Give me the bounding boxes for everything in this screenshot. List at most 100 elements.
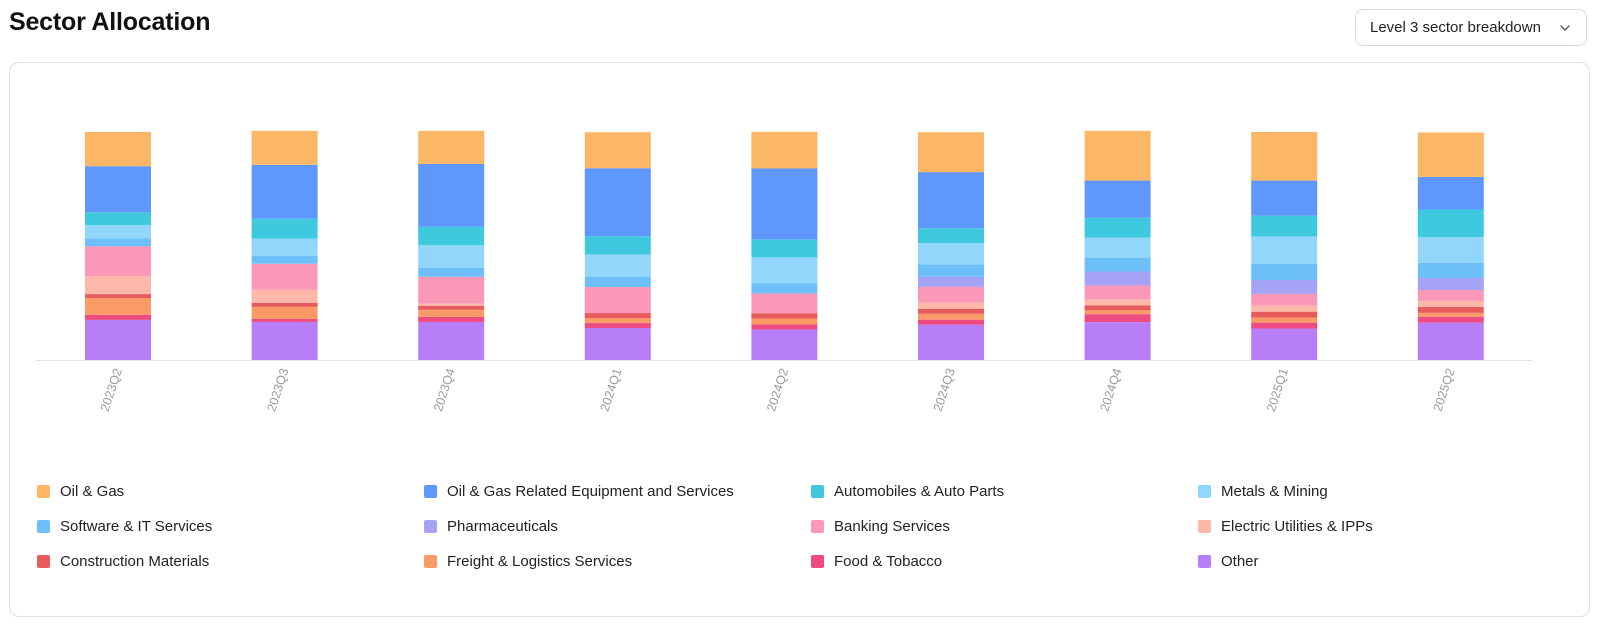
bar-segment-construction-materials-2025Q2[interactable] [1417,306,1484,313]
bar-segment-automobiles-and-auto-parts-2023Q3[interactable] [251,218,318,239]
bar-segment-food-and-tobacco-2025Q1[interactable] [1251,322,1318,329]
bar-segment-software-and-it-services-2024Q3[interactable] [918,264,984,277]
bar-segment-other-2025Q1[interactable] [1251,328,1318,360]
bar-segment-pharmaceuticals-2025Q2[interactable] [1417,277,1484,291]
bar-segment-food-and-tobacco-2023Q2[interactable] [85,314,151,320]
bar-segment-electric-utilities-and-ipps-2024Q4[interactable] [1084,299,1151,306]
bar-segment-construction-materials-2024Q1[interactable] [584,313,651,319]
legend-item-software-and-it-services[interactable]: Software & IT Services [36,517,423,536]
legend-item-freight-and-logistics-services[interactable]: Freight & Logistics Services [423,552,810,571]
bar-segment-oil-and-gas-related-equipment-and-services-2024Q2[interactable] [751,168,818,240]
bar-segment-construction-materials-2023Q4[interactable] [418,305,485,310]
bar-segment-pharmaceuticals-2024Q3[interactable] [918,276,984,287]
bar-segment-freight-and-logistics-services-2024Q3[interactable] [918,313,984,320]
bar-segment-oil-and-gas-2023Q2[interactable] [85,132,151,167]
sector-level-dropdown[interactable]: Level 3 sector breakdown [1355,9,1587,46]
bar-segment-electric-utilities-and-ipps-2023Q3[interactable] [251,289,318,303]
bar-segment-pharmaceuticals-2025Q1[interactable] [1251,279,1318,294]
bar-segment-other-2024Q2[interactable] [751,329,818,360]
bar-segment-freight-and-logistics-services-2025Q2[interactable] [1417,312,1484,317]
legend-item-metals-and-mining[interactable]: Metals & Mining [1197,482,1576,501]
bar-segment-other-2023Q3[interactable] [251,321,318,360]
legend-item-banking-services[interactable]: Banking Services [810,517,1197,536]
bar-segment-food-and-tobacco-2023Q3[interactable] [251,318,318,322]
bar-segment-food-and-tobacco-2023Q4[interactable] [418,316,485,322]
bar-segment-metals-and-mining-2024Q3[interactable] [918,243,984,265]
bar-segment-oil-and-gas-related-equipment-and-services-2024Q3[interactable] [918,172,984,229]
bar-segment-other-2024Q3[interactable] [918,324,984,360]
bar-segment-electric-utilities-and-ipps-2024Q3[interactable] [918,302,984,309]
bar-segment-banking-services-2025Q1[interactable] [1251,293,1318,306]
bar-segment-oil-and-gas-2024Q3[interactable] [918,132,984,173]
bar-segment-other-2024Q4[interactable] [1084,322,1151,360]
bar-segment-freight-and-logistics-services-2025Q1[interactable] [1251,317,1318,323]
bar-segment-banking-services-2023Q3[interactable] [251,263,318,290]
bar-segment-oil-and-gas-related-equipment-and-services-2024Q1[interactable] [584,168,651,237]
bar-segment-freight-and-logistics-services-2024Q4[interactable] [1084,310,1151,315]
bar-segment-metals-and-mining-2023Q4[interactable] [418,245,485,268]
bar-segment-construction-materials-2024Q3[interactable] [918,308,984,314]
legend-item-oil-and-gas-related-equipment-and-services[interactable]: Oil & Gas Related Equipment and Services [423,482,810,501]
bar-segment-oil-and-gas-related-equipment-and-services-2024Q4[interactable] [1084,180,1151,218]
bar-segment-freight-and-logistics-services-2024Q2[interactable] [751,318,818,325]
bar-segment-freight-and-logistics-services-2024Q1[interactable] [584,318,651,324]
bar-segment-metals-and-mining-2025Q2[interactable] [1417,237,1484,263]
bar-segment-metals-and-mining-2025Q1[interactable] [1251,236,1318,265]
bar-segment-oil-and-gas-2023Q4[interactable] [418,130,485,164]
bar-segment-food-and-tobacco-2024Q1[interactable] [584,323,651,329]
bar-segment-automobiles-and-auto-parts-2024Q3[interactable] [918,228,984,244]
legend-item-oil-and-gas[interactable]: Oil & Gas [36,482,423,501]
bar-segment-electric-utilities-and-ipps-2025Q1[interactable] [1251,305,1318,312]
bar-segment-software-and-it-services-2025Q1[interactable] [1251,264,1318,280]
bar-segment-metals-and-mining-2024Q2[interactable] [751,257,818,284]
bar-segment-banking-services-2025Q2[interactable] [1417,290,1484,301]
bar-segment-other-2023Q4[interactable] [418,321,485,360]
bar-segment-other-2023Q2[interactable] [85,319,151,360]
legend-item-food-and-tobacco[interactable]: Food & Tobacco [810,552,1197,571]
bar-segment-software-and-it-services-2023Q4[interactable] [418,267,485,277]
legend-item-pharmaceuticals[interactable]: Pharmaceuticals [423,517,810,536]
bar-segment-software-and-it-services-2024Q2[interactable] [751,283,818,294]
bar-segment-food-and-tobacco-2025Q2[interactable] [1417,316,1484,323]
bar-segment-software-and-it-services-2023Q2[interactable] [85,238,151,247]
bar-segment-food-and-tobacco-2024Q2[interactable] [751,324,818,330]
bar-segment-metals-and-mining-2023Q2[interactable] [85,225,151,239]
bar-segment-electric-utilities-and-ipps-2025Q2[interactable] [1417,300,1484,307]
bar-segment-other-2025Q2[interactable] [1417,322,1484,360]
legend-item-construction-materials[interactable]: Construction Materials [36,552,423,571]
bar-segment-oil-and-gas-2024Q4[interactable] [1084,130,1151,181]
bar-segment-banking-services-2023Q4[interactable] [418,276,485,304]
bar-segment-automobiles-and-auto-parts-2023Q2[interactable] [85,212,151,226]
bar-segment-automobiles-and-auto-parts-2024Q2[interactable] [751,239,818,258]
bar-segment-food-and-tobacco-2024Q3[interactable] [918,319,984,325]
bar-segment-construction-materials-2023Q2[interactable] [85,294,151,298]
bar-segment-construction-materials-2024Q2[interactable] [751,313,818,319]
bar-segment-banking-services-2024Q1[interactable] [584,287,651,314]
bar-segment-banking-services-2024Q2[interactable] [751,293,818,314]
bar-segment-automobiles-and-auto-parts-2025Q2[interactable] [1417,209,1484,238]
bar-segment-construction-materials-2024Q4[interactable] [1084,305,1151,311]
bar-segment-automobiles-and-auto-parts-2023Q4[interactable] [418,226,485,246]
bar-segment-oil-and-gas-related-equipment-and-services-2025Q2[interactable] [1417,176,1484,210]
bar-segment-banking-services-2024Q4[interactable] [1084,285,1151,300]
bar-segment-electric-utilities-and-ipps-2023Q4[interactable] [418,303,485,306]
bar-segment-oil-and-gas-related-equipment-and-services-2023Q3[interactable] [251,164,318,219]
bar-segment-automobiles-and-auto-parts-2025Q1[interactable] [1251,215,1318,237]
bar-segment-freight-and-logistics-services-2023Q3[interactable] [251,306,318,319]
bar-segment-oil-and-gas-related-equipment-and-services-2023Q2[interactable] [85,166,151,213]
bar-segment-metals-and-mining-2024Q1[interactable] [584,254,651,278]
bar-segment-software-and-it-services-2024Q1[interactable] [584,277,651,288]
bar-segment-food-and-tobacco-2024Q4[interactable] [1084,314,1151,323]
bar-segment-automobiles-and-auto-parts-2024Q4[interactable] [1084,217,1151,238]
bar-segment-metals-and-mining-2024Q4[interactable] [1084,237,1151,258]
bar-segment-freight-and-logistics-services-2023Q4[interactable] [418,309,485,317]
bar-segment-software-and-it-services-2024Q4[interactable] [1084,257,1151,272]
bar-segment-oil-and-gas-2025Q2[interactable] [1417,132,1484,177]
bar-segment-banking-services-2024Q3[interactable] [918,286,984,303]
legend-item-other[interactable]: Other [1197,552,1576,571]
bar-segment-automobiles-and-auto-parts-2024Q1[interactable] [584,236,651,255]
legend-item-automobiles-and-auto-parts[interactable]: Automobiles & Auto Parts [810,482,1197,501]
bar-segment-banking-services-2023Q2[interactable] [85,246,151,277]
bar-segment-software-and-it-services-2023Q3[interactable] [251,255,318,264]
bar-segment-pharmaceuticals-2024Q4[interactable] [1084,271,1151,286]
